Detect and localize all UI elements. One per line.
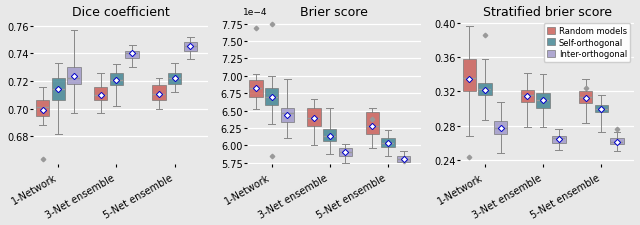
- PathPatch shape: [125, 51, 139, 58]
- Text: 1e−4: 1e−4: [243, 8, 268, 17]
- Title: Brier score: Brier score: [300, 6, 368, 18]
- PathPatch shape: [280, 108, 294, 122]
- Title: Dice coefficient: Dice coefficient: [72, 6, 170, 18]
- PathPatch shape: [307, 108, 321, 126]
- PathPatch shape: [397, 157, 410, 162]
- PathPatch shape: [494, 121, 508, 135]
- Legend: Random models, Self-orthogonal, Inter-orthogonal: Random models, Self-orthogonal, Inter-or…: [544, 24, 630, 62]
- PathPatch shape: [611, 139, 624, 145]
- PathPatch shape: [168, 73, 181, 84]
- PathPatch shape: [152, 86, 166, 101]
- PathPatch shape: [184, 43, 197, 51]
- PathPatch shape: [67, 68, 81, 84]
- PathPatch shape: [365, 112, 379, 135]
- PathPatch shape: [463, 60, 476, 92]
- PathPatch shape: [478, 83, 492, 95]
- PathPatch shape: [536, 94, 550, 108]
- PathPatch shape: [339, 148, 352, 157]
- PathPatch shape: [381, 139, 395, 147]
- PathPatch shape: [52, 79, 65, 101]
- PathPatch shape: [265, 89, 278, 106]
- PathPatch shape: [579, 92, 592, 104]
- PathPatch shape: [94, 87, 108, 101]
- Title: Stratified brier score: Stratified brier score: [483, 6, 612, 18]
- PathPatch shape: [110, 73, 123, 86]
- PathPatch shape: [552, 136, 566, 143]
- PathPatch shape: [521, 90, 534, 102]
- PathPatch shape: [595, 106, 608, 112]
- PathPatch shape: [323, 129, 337, 142]
- PathPatch shape: [36, 101, 49, 116]
- PathPatch shape: [249, 81, 262, 97]
